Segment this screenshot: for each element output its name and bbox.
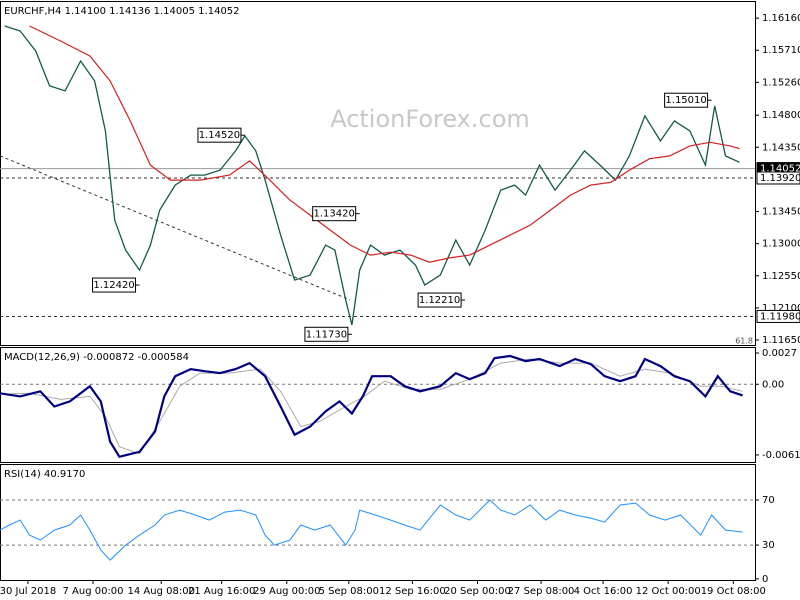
level-label: 1.13920 [760, 173, 800, 184]
annotation-label: 1.11730 [306, 329, 347, 340]
annotation-label: 1.12420 [93, 280, 134, 291]
x-tick-label: 19 Oct 08:00 [701, 586, 766, 597]
x-tick-label: 7 Aug 00:00 [62, 586, 123, 597]
y-tick-label: 0 [762, 574, 768, 585]
annotation-box [197, 127, 242, 143]
level-label-box [756, 309, 800, 323]
y-tick-label: 1.16160 [762, 13, 800, 24]
annotation-box [312, 206, 357, 222]
annotation-box [417, 292, 462, 308]
level-label-box [756, 171, 800, 185]
x-tick-label: 20 Sep 00:00 [444, 586, 511, 597]
x-tick-label: 4 Oct 16:00 [574, 586, 633, 597]
panel-frame [0, 464, 756, 581]
level-label: 1.11980 [760, 311, 800, 322]
y-tick-label: 1.12100 [762, 303, 800, 314]
y-tick-label: 0.0027 [762, 348, 797, 359]
annotation-box [664, 92, 709, 108]
annotation-box [304, 326, 349, 342]
x-tick-label: 27 Sep 08:00 [508, 586, 575, 597]
panel-title: EURCHF,H4 1.14100 1.14136 1.14005 1.1405… [4, 6, 240, 17]
y-tick-label: 1.11650 [762, 335, 800, 346]
watermark: ActionForex.com [330, 105, 530, 133]
y-tick-label: 1.13000 [762, 239, 800, 250]
y-tick-label: -0.00611 [762, 450, 800, 461]
y-tick-label: 70 [762, 495, 775, 506]
annotation-label: 1.15010 [665, 95, 706, 106]
series-line [4, 25, 740, 326]
annotation-label: 1.12210 [419, 295, 460, 306]
annotation-label: 1.13420 [313, 209, 354, 220]
x-tick-label: 30 Jul 2018 [0, 586, 56, 597]
annotation-box [92, 277, 137, 293]
series-line [0, 499, 743, 561]
panel-title: RSI(14) 40.9170 [4, 469, 85, 480]
x-tick-label: 12 Sep 16:00 [379, 586, 446, 597]
y-tick-label: 0.00 [762, 379, 784, 390]
x-tick-label: 21 Aug 16:00 [188, 586, 255, 597]
x-tick-label: 12 Oct 00:00 [636, 586, 701, 597]
y-tick-label: 1.13450 [762, 207, 800, 218]
panel-frame [0, 1, 756, 346]
annotation-label: 1.14520 [199, 130, 240, 141]
y-tick-label: 1.14350 [762, 142, 800, 153]
y-tick-label: 1.12550 [762, 271, 800, 282]
x-tick-label: 14 Aug 08:00 [128, 586, 195, 597]
x-tick-label: 29 Aug 00:00 [253, 586, 320, 597]
level-label: 1.14052 [760, 164, 800, 175]
y-tick-label: 30 [762, 540, 775, 551]
fib-label: 61.8 [735, 337, 753, 346]
x-tick-label: 5 Sep 08:00 [319, 586, 379, 597]
series-line [29, 25, 740, 263]
series-line [0, 354, 743, 459]
y-tick-label: 1.15260 [762, 77, 800, 88]
panel-title: MACD(12,26,9) -0.000872 -0.000584 [4, 352, 189, 363]
y-tick-label: 1.14800 [762, 110, 800, 121]
y-tick-label: 1.15710 [762, 45, 800, 56]
panel-frame [0, 347, 756, 463]
